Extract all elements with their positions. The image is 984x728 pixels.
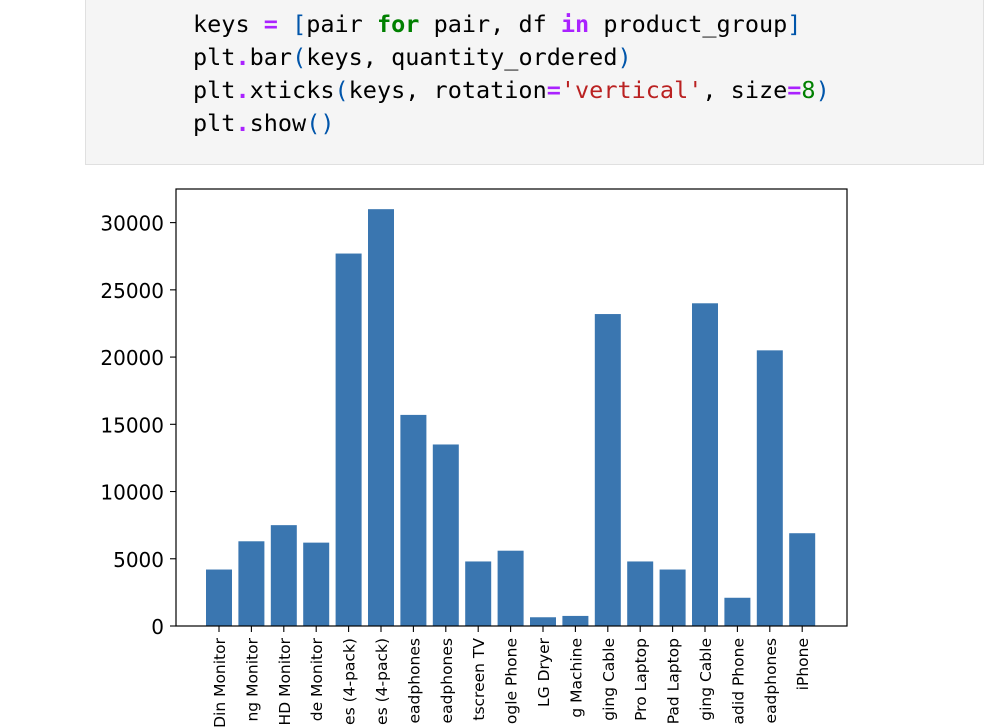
bars-layer [206, 209, 816, 627]
x-tick-label: ogle Phone [503, 638, 521, 724]
code-editor[interactable]: keys = [pair for pair, df in product_gro… [193, 8, 830, 140]
code-token: product_group [589, 10, 788, 38]
code-token: ] [787, 10, 802, 38]
bar [303, 542, 330, 626]
code-token: . [235, 76, 250, 104]
code-token: for [376, 10, 420, 38]
x-tick-label: tscreen TV [470, 638, 488, 721]
bar [497, 550, 524, 626]
x-tick-label: LG Dryer [535, 637, 553, 707]
code-token: keys, quantity_ordered [306, 43, 618, 71]
x-tick-label: de Monitor [308, 637, 326, 721]
code-token: ) [815, 76, 830, 104]
code-token: ( [292, 43, 307, 71]
bar [400, 414, 427, 626]
plot-frame [175, 188, 848, 627]
y-tick-label: 30000 [100, 212, 164, 236]
bar [238, 541, 265, 626]
bar [756, 350, 783, 626]
code-token: plt [193, 76, 236, 104]
code-token: in [560, 10, 590, 38]
code-token: keys [193, 10, 264, 38]
output-area: 0 5000 10000 15000 20000 25000 30000 Din Monito… [85, 175, 984, 728]
code-line: plt.xticks(keys, rotation='vertical', si… [193, 76, 830, 104]
bar [594, 314, 621, 626]
y-tick-label: 20000 [100, 346, 164, 370]
code-token [278, 10, 292, 38]
code-cell[interactable]: keys = [pair for pair, df in product_gro… [85, 0, 984, 165]
bar [432, 444, 459, 626]
y-tick-label: 5000 [113, 548, 164, 572]
x-tick-label: ng Monitor [243, 637, 261, 721]
bar [368, 209, 394, 627]
x-tick-label: Pad Laptop [665, 638, 683, 724]
bar-chart: 0 5000 10000 15000 20000 25000 30000 Din Monito… [100, 188, 848, 728]
bar [627, 561, 654, 626]
x-tick-label: es (4-pack) [373, 638, 391, 725]
bar [270, 525, 297, 626]
code-token: show [249, 109, 307, 137]
x-tick-label: iPhone [794, 638, 812, 690]
code-token: 8 [801, 76, 816, 104]
code-token: = [546, 76, 561, 104]
bar [724, 597, 751, 626]
bar [659, 569, 686, 626]
code-token: = [787, 76, 802, 104]
code-token: , size [702, 76, 788, 104]
code-token: plt [193, 43, 236, 71]
x-tick-label: g Machine [567, 638, 585, 718]
code-line: plt.bar(keys, quantity_ordered) [193, 43, 632, 71]
bar [692, 303, 718, 626]
code-token: ) [617, 43, 632, 71]
y-tick-label: 0 [151, 615, 164, 639]
code-token: plt [193, 109, 236, 137]
code-token: keys, rotation [348, 76, 547, 104]
x-tick-label: eadphones [438, 638, 456, 723]
code-token: [ [292, 10, 307, 38]
x-tick-label: eadphones [762, 638, 780, 723]
y-tick-label: 25000 [100, 279, 164, 303]
x-tick-label: HD Monitor [276, 637, 294, 725]
bar [206, 569, 232, 626]
code-token: . [235, 43, 250, 71]
code-token: ( [334, 76, 349, 104]
axes-layer: 0 5000 10000 15000 20000 25000 30000 Din Monito… [100, 188, 848, 728]
bar [465, 561, 492, 626]
code-line: plt.show() [193, 109, 335, 137]
x-tick-label: eadphones [405, 638, 423, 723]
bar [562, 615, 589, 626]
x-tick-label: es (4-pack) [341, 638, 359, 725]
y-tick-label: 15000 [100, 413, 164, 437]
code-token: 'vertical' [560, 76, 703, 104]
bar [335, 253, 362, 626]
x-tick-label: adid Phone [729, 638, 747, 724]
x-tick-label: ging Cable [600, 638, 618, 721]
code-token: xticks [249, 76, 335, 104]
x-tick-label: Pro Laptop [632, 638, 650, 721]
code-token: pair, df [419, 10, 561, 38]
x-tick-label: ging Cable [697, 638, 715, 721]
x-tick-label: Din Monitor [211, 637, 229, 728]
bar [530, 617, 556, 626]
code-token: pair [306, 10, 377, 38]
code-line: keys = [pair for pair, df in product_gro… [193, 10, 801, 38]
code-token: . [235, 109, 250, 137]
bar [789, 533, 816, 626]
y-tick-label: 10000 [100, 481, 164, 505]
code-token: bar [249, 43, 293, 71]
code-token: () [306, 109, 335, 137]
code-token: = [263, 10, 278, 38]
